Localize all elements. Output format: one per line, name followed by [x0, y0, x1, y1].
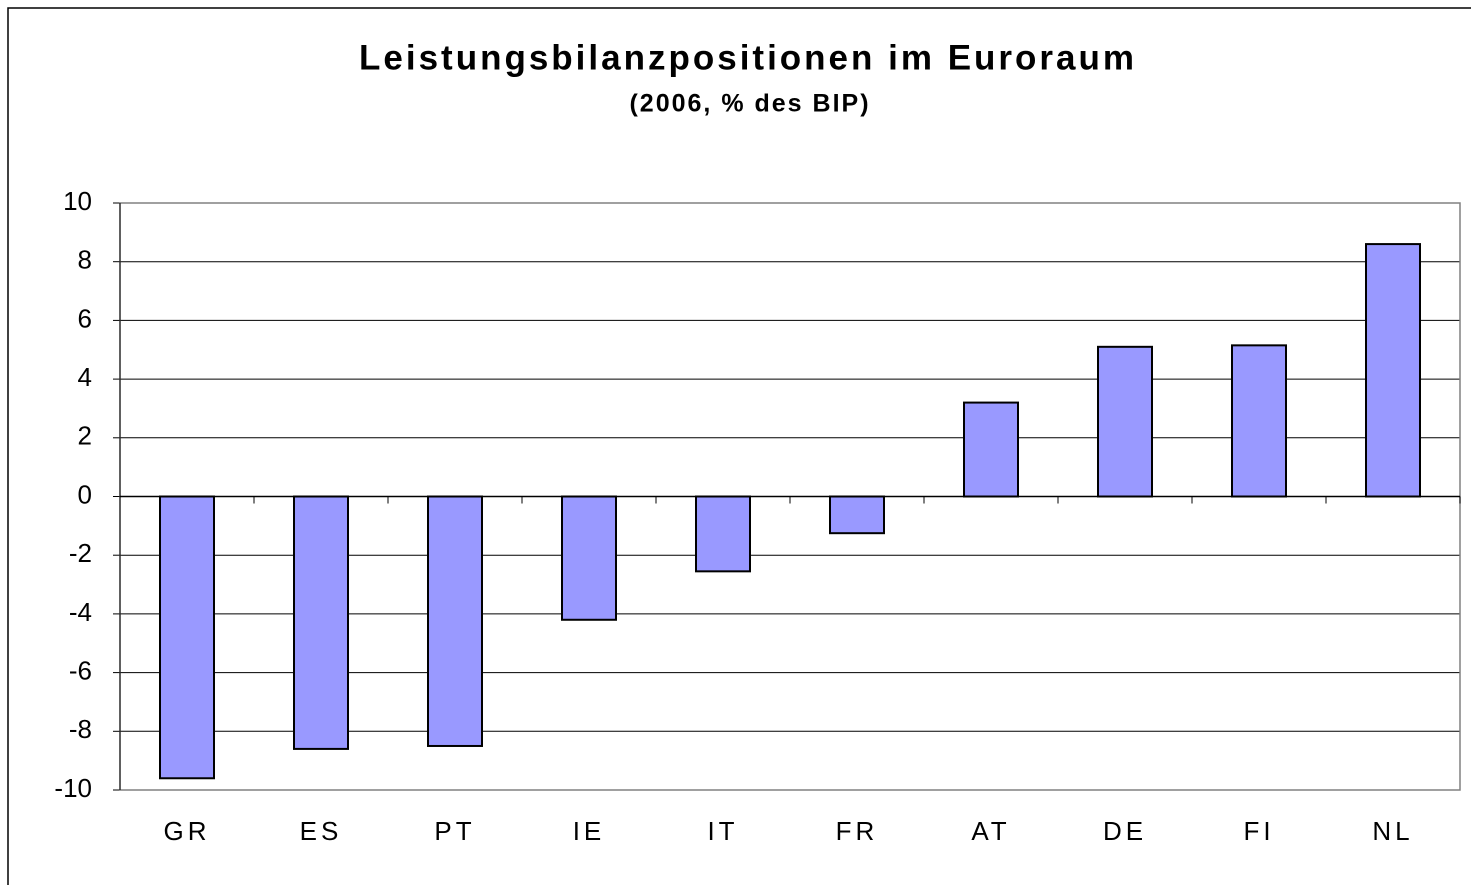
x-tick-label: ES [300, 816, 343, 846]
chart-frame [7, 7, 1471, 885]
x-tick-label: IE [573, 816, 606, 846]
y-tick-label: -6 [69, 655, 92, 685]
x-tick-label: FR [836, 816, 879, 846]
x-tick-label: IT [707, 816, 738, 846]
y-tick-label: -4 [69, 597, 92, 627]
chart-title: Leistungsbilanzpositionen im Euroraum [359, 38, 1137, 77]
x-tick-label: PT [434, 816, 475, 846]
y-tick-label: -8 [69, 714, 92, 744]
bar [1231, 344, 1287, 498]
y-tick-label: 10 [63, 186, 92, 216]
y-tick-label: 2 [78, 421, 92, 451]
bar [829, 495, 885, 535]
y-tick-label: 0 [78, 479, 92, 509]
bar [695, 495, 751, 573]
x-tick-label: NL [1372, 816, 1413, 846]
bar [159, 495, 215, 780]
bar [1097, 345, 1153, 498]
bar [963, 401, 1019, 498]
x-tick-label: GR [164, 816, 211, 846]
x-tick-label: AT [971, 816, 1010, 846]
bar [561, 495, 617, 621]
chart-subtitle: (2006, % des BIP) [629, 90, 870, 118]
x-tick-label: DE [1103, 816, 1147, 846]
x-tick-label: FI [1243, 816, 1274, 846]
y-tick-label: 8 [78, 245, 92, 275]
bar [1365, 243, 1421, 498]
y-tick-label: -2 [69, 538, 92, 568]
bar [293, 495, 349, 750]
y-tick-label: 4 [78, 362, 92, 392]
bar [427, 495, 483, 747]
y-tick-label: -10 [54, 773, 92, 803]
y-tick-label: 6 [78, 303, 92, 333]
